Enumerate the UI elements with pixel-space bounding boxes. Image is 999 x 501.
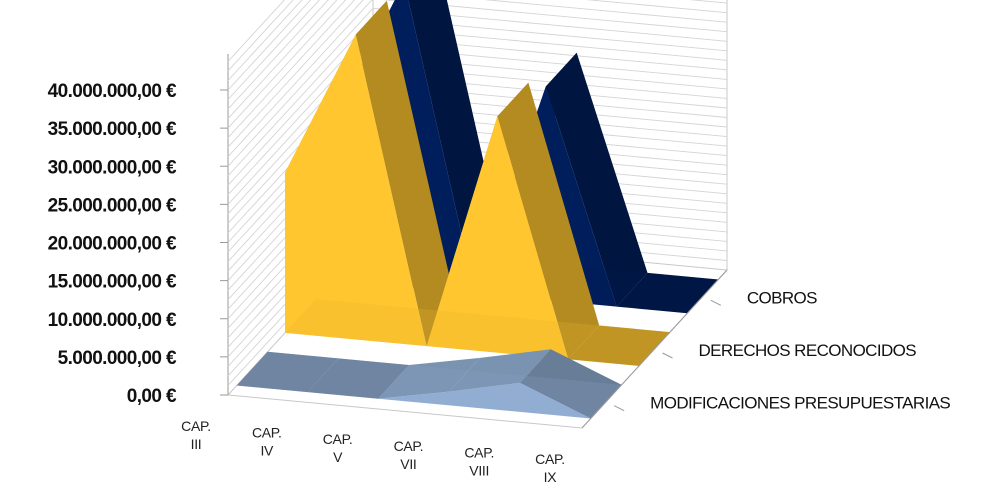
gridline (227, 0, 329, 110)
x-tick-label: CAP. III (181, 418, 211, 452)
series-top-facet (378, 357, 480, 399)
series-tick-mark (710, 299, 722, 306)
y-tick-label: 25.000.000,00 € (48, 195, 177, 216)
y-tick-label: 10.000.000,00 € (48, 310, 177, 331)
series-tick-mark (613, 405, 625, 412)
series-top-facet (307, 358, 410, 399)
series-base (285, 299, 670, 366)
series-top-facet (497, 82, 600, 360)
y-tick-label: 30.000.000,00 € (48, 157, 177, 178)
y-tick-label: 40.000.000,00 € (48, 81, 177, 102)
series-tick-mark (662, 352, 673, 359)
x-tick-label: CAP. IV (252, 425, 282, 459)
depth-axis-line (581, 269, 728, 429)
gridline (227, 0, 285, 62)
series-top-facet (568, 325, 670, 366)
series-base (236, 351, 622, 419)
gridline (227, 0, 338, 119)
series-top-facet (519, 349, 622, 419)
series-modificaciones-presupuestarias (236, 349, 622, 419)
x-axis-ticks: CAP. III CAP. IV CAP. V CAP. VII CAP. VIII CAP. IX (181, 418, 565, 485)
series-top-facet (236, 351, 339, 393)
y-tick-label: 5.000.000,00 € (58, 348, 177, 369)
series-axis-labels: MODIFICACIONES PRESUPUESTARIAS DERECHOS R… (581, 269, 951, 429)
gridline (227, 0, 294, 72)
series-axis-label: DERECHOS RECONOCIDOS (699, 341, 917, 360)
gridline (227, 0, 303, 81)
gridline (227, 0, 728, 139)
y-tick-label: 0,00 € (127, 386, 177, 407)
x-tick-label: CAP. VIII (464, 444, 494, 478)
gridline (227, 7, 728, 167)
series-top-facet (449, 349, 551, 392)
gridline (227, 0, 728, 148)
x-tick-label: CAP. VII (394, 438, 424, 472)
series-layer (236, 0, 719, 419)
gridline (227, 0, 728, 158)
y-tick-label: 35.000.000,00 € (48, 119, 177, 140)
series-front-face (236, 382, 591, 419)
y-tick-label: 15.000.000,00 € (48, 272, 177, 293)
gridline (227, 0, 320, 100)
series-top-facet (545, 52, 648, 307)
series-axis-label: COBROS (747, 288, 817, 307)
series-top-facet (355, 0, 458, 347)
series-derechos-reconocidos (285, 0, 670, 366)
x-tick-label: CAP. V (323, 431, 353, 465)
gridline (227, 0, 312, 91)
series-top-facet (616, 272, 719, 314)
gridline (227, 0, 728, 129)
y-axis-ticks: 0,00 € 5.000.000,00 € 10.000.000,00 € 15.00… (48, 81, 228, 407)
series-axis-label: MODIFICACIONES PRESUPUESTARIAS (650, 394, 950, 413)
series-front-face (285, 34, 639, 366)
y-tick-label: 20.000.000,00 € (48, 234, 177, 255)
x-tick-label: CAP. IX (535, 451, 565, 485)
